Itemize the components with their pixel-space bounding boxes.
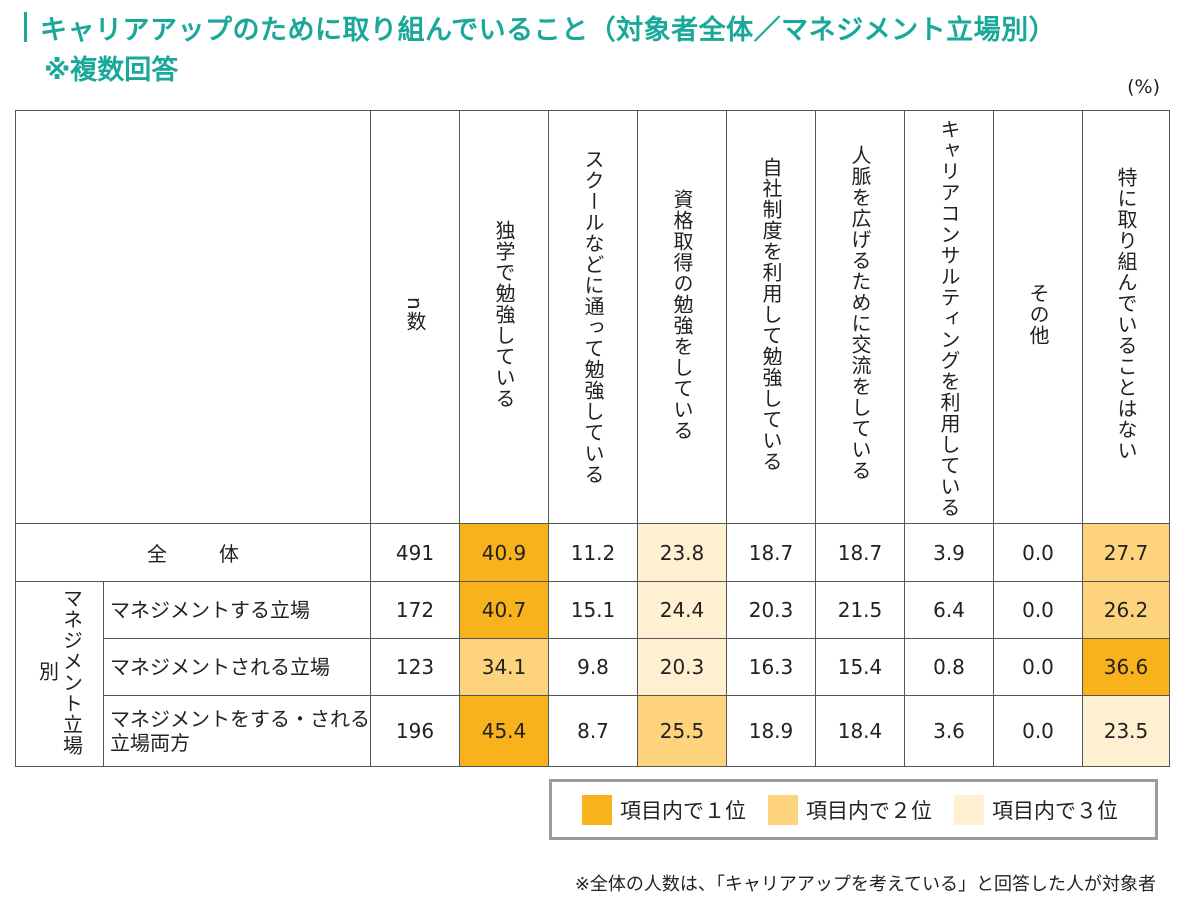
legend-swatch-rank3 <box>954 794 984 825</box>
value-cell: 21.5 <box>815 581 905 639</box>
legend-label-rank1: 項目内で１位 <box>620 798 746 823</box>
value-cell: 27.7 <box>1082 523 1170 582</box>
value-cell: 15.1 <box>548 581 638 639</box>
legend-label-rank3: 項目内で３位 <box>992 798 1118 823</box>
value-cell: 20.3 <box>637 638 727 696</box>
value-cell: 23.8 <box>637 523 727 582</box>
value-cell: 40.7 <box>459 581 549 639</box>
value-cell: 26.2 <box>1082 581 1170 639</box>
legend-item-rank1: 項目内で１位 <box>582 794 746 825</box>
value-cell: 20.3 <box>726 581 816 639</box>
value-cell: 18.7 <box>726 523 816 582</box>
column-header: その他 <box>993 110 1083 524</box>
group-label-text: マネジメント立場別 <box>35 587 84 756</box>
column-header: 特に取り組んでいることはない <box>1082 110 1170 524</box>
value-cell: 3.6 <box>904 695 994 767</box>
group-label: マネジメント立場別 <box>15 581 104 767</box>
legend-item-rank3: 項目内で３位 <box>954 794 1118 825</box>
column-header: 自社制度を利用して勉強している <box>726 110 816 524</box>
value-cell: 18.7 <box>815 523 905 582</box>
legend: 項目内で１位 項目内で２位 項目内で３位 <box>549 779 1158 840</box>
value-cell: 24.4 <box>637 581 727 639</box>
value-cell: 11.2 <box>548 523 638 582</box>
value-cell: 0.8 <box>904 638 994 696</box>
value-cell: 40.9 <box>459 523 549 582</box>
legend-swatch-rank2 <box>768 794 798 825</box>
column-header: n数 <box>370 110 460 524</box>
legend-label-rank2: 項目内で２位 <box>806 798 932 823</box>
column-header: キャリアコンサルティングを利用している <box>904 110 994 524</box>
value-cell: 0.0 <box>993 695 1083 767</box>
value-cell: 3.9 <box>904 523 994 582</box>
row-label: マネジメントされる立場 <box>103 638 371 696</box>
table-row: 全体 491 40.9 11.2 23.8 18.7 18.7 3.9 0.0 27.7 <box>15 523 1170 582</box>
value-cell: 15.4 <box>815 638 905 696</box>
chart-subtitle: ※複数回答 <box>44 55 179 86</box>
column-header: 人脈を広げるために交流をしている <box>815 110 905 524</box>
row-label: マネジメントをする・される立場両方 <box>103 695 371 767</box>
legend-swatch-rank1 <box>582 794 612 825</box>
value-cell: 23.5 <box>1082 695 1170 767</box>
table-row: マネジメントされる立場 123 34.1 9.8 20.3 16.3 15.4 0.8 0.0 3… <box>16 638 1170 696</box>
value-cell: 16.3 <box>726 638 816 696</box>
value-cell: 6.4 <box>904 581 994 639</box>
footnote: ※全体の人数は、「キャリアアップを考えている」と回答した人が対象者 <box>574 874 1156 895</box>
value-cell: 34.1 <box>459 638 549 696</box>
column-header: スクールなどに通って勉強している <box>548 110 638 524</box>
table-row: マネジメント立場別 マネジメントする立場 172 40.7 15.1 24.4 20.3 21… <box>15 581 1170 767</box>
column-header: 資格取得の勉強をしている <box>637 110 727 524</box>
results-table: n数 独学で勉強している スクールなどに通って勉強している 資格取得の勉強をして… <box>15 110 1170 767</box>
value-cell: 9.8 <box>548 638 638 696</box>
value-cell: 0.0 <box>993 523 1083 582</box>
title-accent-bar <box>24 12 27 42</box>
table-row: マネジメントをする・される立場両方 196 45.4 8.7 25.5 18.9 18.4 3… <box>16 695 1170 767</box>
n-cell: 491 <box>370 523 460 582</box>
value-cell: 0.0 <box>993 581 1083 639</box>
n-cell: 123 <box>370 638 460 696</box>
n-cell: 196 <box>370 695 460 767</box>
value-cell: 18.4 <box>815 695 905 767</box>
header-corner <box>15 110 371 524</box>
value-cell: 8.7 <box>548 695 638 767</box>
value-cell: 18.9 <box>726 695 816 767</box>
chart-title: キャリアアップのために取り組んでいること（対象者全体／マネジメント立場別） <box>40 15 1057 46</box>
value-cell: 25.5 <box>637 695 727 767</box>
column-header: 独学で勉強している <box>459 110 549 524</box>
row-label: 全体 <box>15 523 371 582</box>
value-cell: 0.0 <box>993 638 1083 696</box>
legend-item-rank2: 項目内で２位 <box>768 794 932 825</box>
unit-label: (%) <box>1127 76 1160 98</box>
row-label: マネジメントする立場 <box>103 581 371 639</box>
header-row: n数 独学で勉強している スクールなどに通って勉強している 資格取得の勉強をして… <box>15 110 1170 524</box>
value-cell: 45.4 <box>459 695 549 767</box>
value-cell: 36.6 <box>1082 638 1170 696</box>
n-cell: 172 <box>370 581 460 639</box>
